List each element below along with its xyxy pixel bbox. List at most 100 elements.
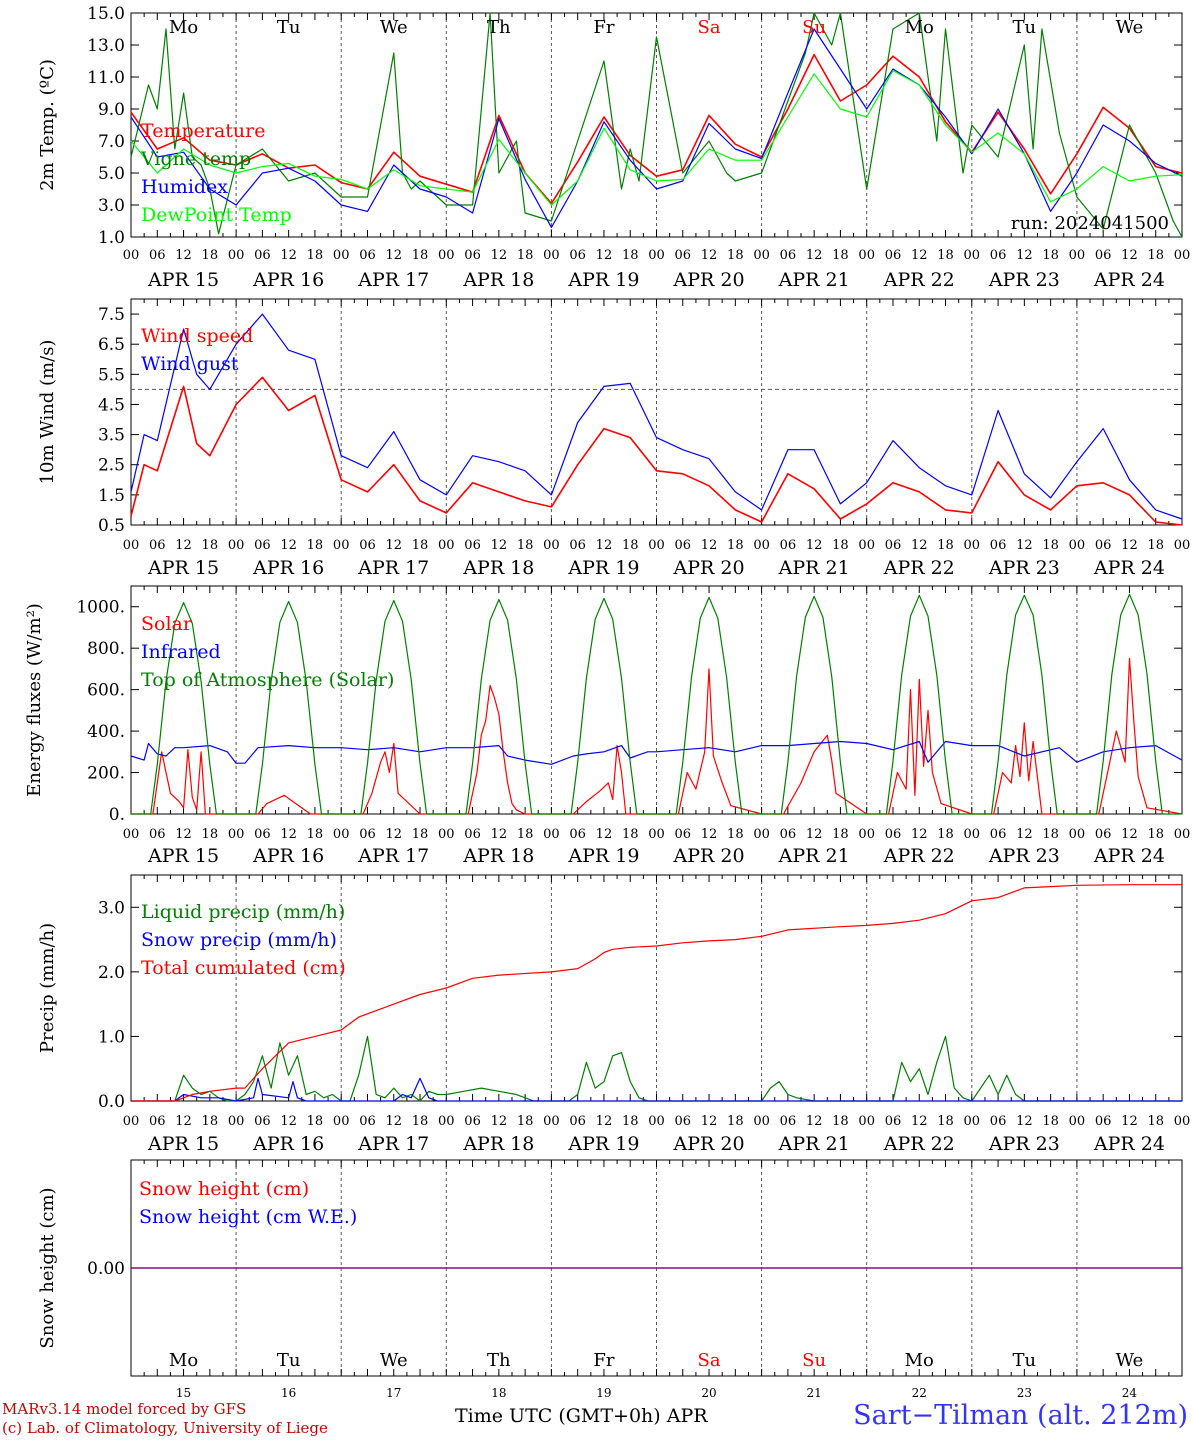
legend-entry: Total cumulated (cm) xyxy=(141,957,346,979)
x-date-label: APR 23 xyxy=(988,845,1060,867)
x-hour-label: 06 xyxy=(569,1114,586,1129)
day-number-label: 15 xyxy=(176,1386,191,1400)
weekday-label: Su xyxy=(802,1350,826,1371)
legend-entry: Humidex xyxy=(141,176,228,198)
x-hour-label: 12 xyxy=(385,248,402,263)
x-hour-label: 00 xyxy=(964,538,981,553)
series-line-top-of-atmosphere-solar- xyxy=(131,593,1182,815)
x-hour-label: 00 xyxy=(1174,827,1191,842)
x-date-label: APR 16 xyxy=(252,845,324,867)
legend-entry: Temperature xyxy=(141,120,265,142)
x-hour-label: 12 xyxy=(806,248,823,263)
x-hour-label: 00 xyxy=(858,1114,875,1129)
x-hour-label: 00 xyxy=(228,827,245,842)
x-date-label: APR 21 xyxy=(778,1133,850,1155)
series-line-snow-precip-mm-h- xyxy=(131,1077,1182,1102)
panel-snow: 0.00 Snow height (cm) Snow height (cm) Snow… xyxy=(37,1159,1183,1400)
x-hour-label: 00 xyxy=(438,1114,455,1129)
x-hour-label: 00 xyxy=(1069,538,1086,553)
x-date-label: APR 18 xyxy=(462,1133,534,1155)
x-date-label: APR 21 xyxy=(778,557,850,579)
x-hour-label: 18 xyxy=(832,827,849,842)
y-tick-label: 600. xyxy=(87,681,125,701)
x-hour-label: 06 xyxy=(359,1114,376,1129)
x-hour-label: 06 xyxy=(1095,248,1112,263)
x-date-label: APR 22 xyxy=(883,1133,955,1155)
weekday-label: We xyxy=(380,1350,408,1371)
x-hour-label: 18 xyxy=(202,827,219,842)
x-hour-label: 00 xyxy=(1174,1114,1191,1129)
x-hour-label: 12 xyxy=(1016,1114,1033,1129)
x-hour-label: 00 xyxy=(753,1114,770,1129)
x-hour-label: 12 xyxy=(596,1114,613,1129)
y-axis-title: Snow height (cm) xyxy=(37,1187,58,1348)
x-hour-label: 18 xyxy=(832,248,849,263)
y-tick-label: 11.0 xyxy=(87,68,125,88)
x-hour-label: 00 xyxy=(228,538,245,553)
y-tick-label: 1.0 xyxy=(98,228,125,248)
x-hour-label: 06 xyxy=(149,538,166,553)
x-date-label: APR 15 xyxy=(147,1133,219,1155)
x-hour-label: 12 xyxy=(280,827,297,842)
x-date-label: APR 16 xyxy=(252,1133,324,1155)
x-hour-label: 12 xyxy=(175,1114,192,1129)
x-hour-label: 06 xyxy=(990,248,1007,263)
x-date-label: APR 15 xyxy=(147,557,219,579)
y-tick-label: 3.0 xyxy=(98,898,125,918)
x-hour-label: 06 xyxy=(359,538,376,553)
x-hour-label: 18 xyxy=(307,248,324,263)
x-hour-label: 06 xyxy=(569,248,586,263)
x-hour-label: 00 xyxy=(438,538,455,553)
x-hour-label: 18 xyxy=(1147,827,1164,842)
weekday-label: We xyxy=(1116,17,1144,38)
x-hour-label: 18 xyxy=(1147,538,1164,553)
y-tick-label: 3.0 xyxy=(98,196,125,216)
x-hour-label: 12 xyxy=(1121,1114,1138,1129)
x-hour-label: 00 xyxy=(228,248,245,263)
x-date-label: APR 20 xyxy=(673,269,745,291)
x-hour-label: 12 xyxy=(385,1114,402,1129)
x-hour-label: 12 xyxy=(1121,248,1138,263)
weekday-label: Fr xyxy=(593,17,614,38)
x-hour-label: 18 xyxy=(307,538,324,553)
y-tick-label: 2.0 xyxy=(98,963,125,983)
x-hour-label: 18 xyxy=(622,827,639,842)
x-hour-label: 00 xyxy=(1069,248,1086,263)
x-hour-label: 18 xyxy=(517,827,534,842)
y-axis-title: 10m Wind (m/s) xyxy=(37,340,58,485)
day-number-label: 21 xyxy=(807,1386,822,1400)
time-axis-label: Time UTC (GMT+0h) xyxy=(455,1405,661,1427)
x-hour-label: 00 xyxy=(543,538,560,553)
x-hour-label: 18 xyxy=(1147,1114,1164,1129)
x-hour-label: 00 xyxy=(1069,1114,1086,1129)
x-hour-label: 06 xyxy=(254,248,271,263)
x-date-label: APR 17 xyxy=(357,845,429,867)
x-date-label: APR 24 xyxy=(1093,269,1165,291)
x-hour-label: 00 xyxy=(123,248,140,263)
weekday-label: Tu xyxy=(277,17,301,38)
x-hour-label: 12 xyxy=(491,538,508,553)
series-line-dewpoint-temp xyxy=(130,69,1183,206)
y-tick-label: 4.5 xyxy=(98,395,125,415)
x-hour-label: 06 xyxy=(885,1114,902,1129)
x-hour-label: 18 xyxy=(412,538,429,553)
y-tick-label: 0.00 xyxy=(87,1259,125,1279)
x-hour-label: 00 xyxy=(333,538,350,553)
series-line-solar xyxy=(131,657,1183,815)
x-hour-label: 06 xyxy=(990,827,1007,842)
x-hour-label: 18 xyxy=(412,827,429,842)
x-date-label: APR 23 xyxy=(988,269,1060,291)
day-number-label: 18 xyxy=(491,1386,506,1400)
x-hour-label: 06 xyxy=(675,538,692,553)
x-hour-label: 18 xyxy=(727,538,744,553)
x-date-label: APR 18 xyxy=(462,269,534,291)
x-axis-title: Time UTC (GMT+0h) APR xyxy=(455,1405,708,1427)
x-hour-label: 06 xyxy=(359,827,376,842)
x-date-label: APR 24 xyxy=(1093,557,1165,579)
x-date-label: APR 19 xyxy=(567,557,639,579)
x-hour-label: 12 xyxy=(596,248,613,263)
x-date-label: APR 16 xyxy=(252,269,324,291)
x-hour-label: 06 xyxy=(149,827,166,842)
x-hour-label: 06 xyxy=(569,538,586,553)
series-line-infrared xyxy=(130,740,1183,765)
